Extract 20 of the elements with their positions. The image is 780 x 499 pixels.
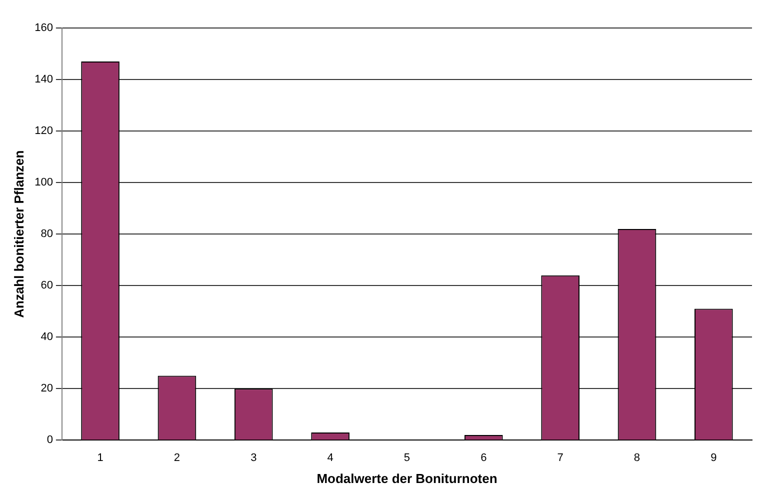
x-tick-label: 7 — [557, 452, 564, 464]
x-tick-label: 3 — [250, 452, 257, 464]
x-tick-label: 9 — [710, 452, 717, 464]
x-tick-label: 1 — [97, 452, 104, 464]
x-tick-label: 2 — [174, 452, 180, 464]
y-tick-label: 0 — [46, 434, 53, 446]
y-tick-label: 40 — [40, 331, 53, 344]
y-tick-label: 100 — [34, 176, 53, 189]
y-tick-label: 20 — [40, 382, 53, 395]
y-tick-label: 60 — [40, 280, 53, 292]
x-axis-title: Modalwerte der Boniturnoten — [316, 470, 498, 486]
y-tick-label: 120 — [34, 125, 53, 138]
x-tick-label: 4 — [327, 452, 334, 464]
x-tick-label: 6 — [480, 452, 487, 464]
y-tick-label: 160 — [34, 22, 53, 34]
y-tick-label: 140 — [34, 74, 53, 86]
x-tick-label: 8 — [634, 452, 640, 464]
y-axis-title: Anzahl bonitierter Pflanzen — [11, 150, 26, 318]
y-tick-label: 80 — [40, 228, 53, 240]
x-tick-label: 5 — [404, 452, 410, 464]
